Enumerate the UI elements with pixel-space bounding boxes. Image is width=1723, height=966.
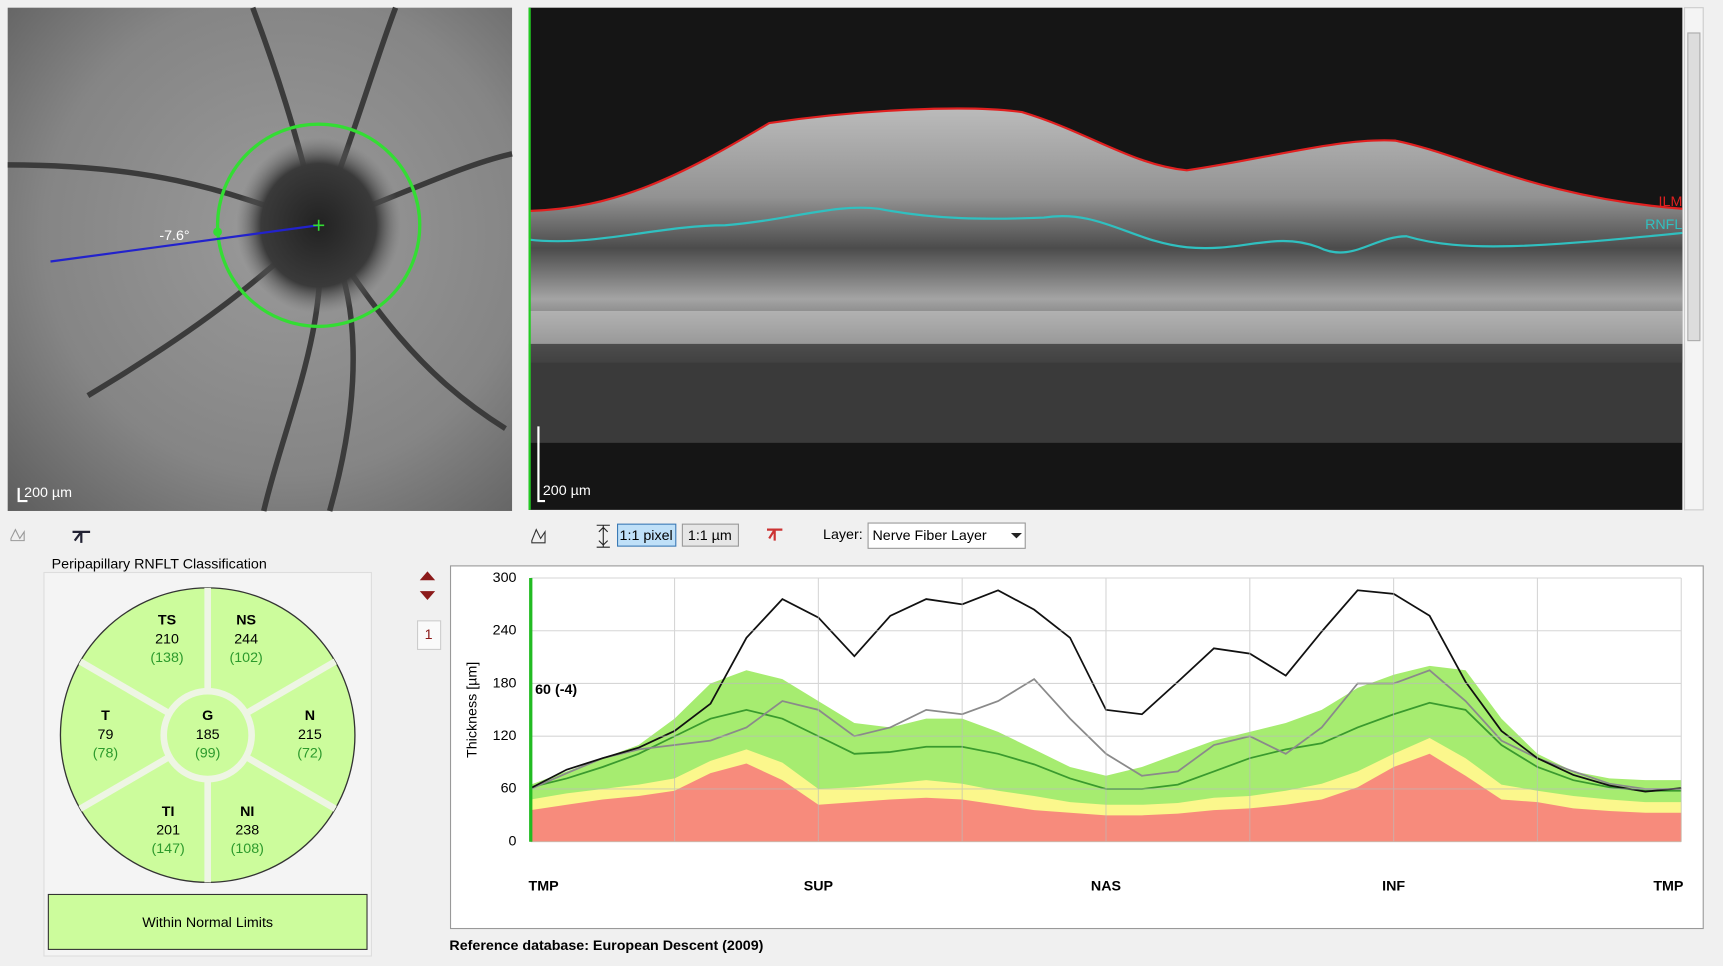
result-box	[47, 893, 368, 950]
sector-name: TS	[158, 613, 176, 629]
scroll-thumb[interactable]	[1687, 32, 1701, 342]
fit-icon[interactable]	[596, 524, 610, 548]
scale-label: 200 µm	[24, 485, 72, 501]
classification-panel: Peripapillary RNFLT Classification Withi…	[43, 557, 372, 957]
sector-reference: (99)	[195, 746, 220, 762]
um-button-label: 1:1 µm	[688, 528, 732, 544]
sector-reference: (78)	[93, 746, 118, 762]
layer-select[interactable]	[867, 522, 1026, 549]
cursor-annotation: 60 (-4)	[535, 682, 577, 698]
x-tick-label: TMP	[529, 879, 560, 895]
sector-value: 244	[234, 631, 258, 647]
sector-name: N	[305, 708, 315, 724]
x-tick-label: INF	[1382, 879, 1405, 895]
y-axis-label: Thickness [µm]	[464, 662, 480, 758]
result-label: Within Normal Limits	[142, 915, 273, 931]
sector-name: NI	[240, 804, 254, 820]
page-number: 1	[425, 627, 433, 643]
y-tick-label: 300	[493, 570, 517, 586]
sector-name: G	[202, 708, 213, 724]
layer-label: Layer:	[823, 527, 863, 543]
sector-value: 215	[298, 727, 322, 743]
pixel-button-label: 1:1 pixel	[620, 528, 673, 544]
pan-icon[interactable]	[10, 528, 25, 542]
sector-value: 185	[196, 727, 220, 743]
layer-value: Nerve Fiber Layer	[872, 528, 986, 544]
y-tick-label: 0	[509, 833, 517, 849]
x-tick-label: SUP	[804, 879, 834, 895]
y-tick-label: 240	[493, 623, 517, 639]
thickness-chart: Thickness [µm] 0 60 120 180 240 300 TMP SUP NAS I…	[449, 565, 1704, 930]
sector-reference: (102)	[229, 650, 262, 666]
sector-name: TI	[162, 804, 175, 820]
sector-reference: (138)	[150, 650, 183, 666]
toolbar: 1:1 pixel 1:1 µm Layer: Nerve Fiber Laye…	[10, 522, 1026, 549]
sector-reference: (72)	[297, 746, 322, 762]
grid	[530, 577, 1682, 843]
scale-label: 200 µm	[543, 483, 591, 499]
ilm-label: ILM	[1659, 194, 1683, 210]
x-tick-label: NAS	[1091, 879, 1121, 895]
sector-value: 79	[98, 727, 114, 743]
sector-reference: (108)	[231, 841, 264, 857]
y-tick-label: 180	[493, 675, 517, 691]
um-button[interactable]	[681, 523, 739, 547]
sector-name: T	[101, 708, 110, 724]
page-arrows[interactable]	[419, 571, 436, 600]
pan-icon[interactable]	[531, 528, 546, 544]
sector-value: 238	[235, 822, 259, 838]
footer: Reference database: European Descent (20…	[449, 938, 763, 954]
y-tick-label: 60	[501, 781, 517, 797]
rnfl-label: RNFL	[1645, 217, 1682, 233]
angle-label: -7.6°	[159, 228, 189, 244]
x-tick-label: TMP	[1653, 879, 1684, 895]
bscan-image: ILM RNFL 200 µm	[528, 7, 1704, 511]
fundus-image: 200 µm -7.6°	[7, 6, 513, 512]
layer-tool-icon[interactable]	[766, 528, 783, 541]
sector-reference: (147)	[151, 841, 184, 857]
pixel-button[interactable]	[617, 523, 677, 547]
y-tick-label: 120	[493, 728, 517, 744]
sector-name: NS	[236, 613, 256, 629]
panel-title: Peripapillary RNFLT Classification	[52, 557, 267, 573]
page-box[interactable]	[417, 620, 442, 650]
sector-value: 201	[156, 822, 180, 838]
measure-icon[interactable]	[72, 530, 91, 543]
sector-value: 210	[155, 631, 179, 647]
